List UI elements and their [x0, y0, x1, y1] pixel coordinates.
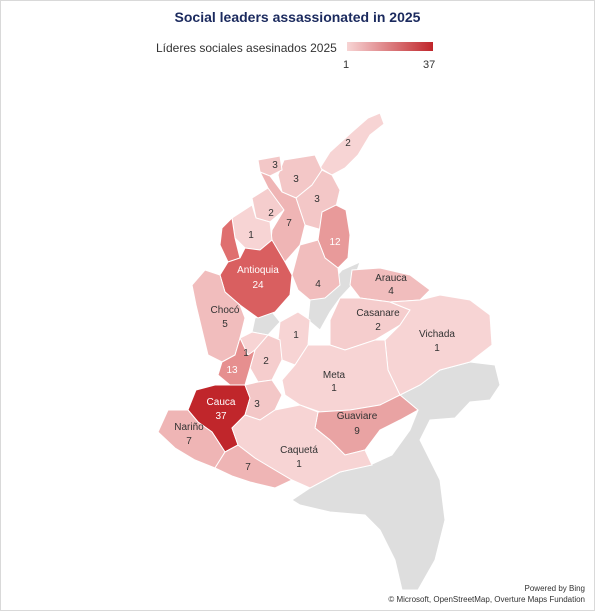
legend-gradient-bar	[347, 42, 433, 51]
legend-label: Líderes sociales asesinados 2025	[156, 41, 337, 55]
department-caqueta[interactable]	[231, 404, 373, 489]
department-atlantico[interactable]	[257, 155, 283, 177]
label-value-vichada: 1	[434, 343, 440, 354]
map-title: Social leaders assassionated in 2025	[174, 9, 421, 25]
departments[interactable]	[157, 112, 493, 489]
map-labels: 2 3 3 3 2 7 1 12 Antioquia 24 4 Arauca 4…	[174, 138, 455, 473]
label-name-cauca: Cauca	[207, 397, 236, 408]
label-value-la-guajira: 2	[345, 138, 351, 149]
label-value-antioquia: 24	[252, 280, 264, 291]
label-value-valle: 13	[226, 365, 238, 376]
legend-max-value: 37	[423, 59, 436, 71]
label-value-cesar: 3	[314, 194, 320, 205]
department-quindio[interactable]	[249, 334, 283, 383]
label-value-cordoba: 1	[248, 230, 254, 241]
label-name-casanare: Casanare	[356, 308, 400, 319]
department-santander[interactable]	[291, 239, 341, 301]
label-value-choco: 5	[222, 319, 228, 330]
label-value-bolivar: 7	[286, 218, 292, 229]
label-name-guaviare: Guaviare	[337, 411, 378, 422]
label-value-guaviare: 9	[354, 426, 360, 437]
label-value-huila: 3	[254, 399, 260, 410]
label-value-arauca: 4	[388, 286, 394, 297]
label-value-santander: 4	[315, 279, 321, 290]
label-value-sucre: 2	[268, 208, 274, 219]
label-name-choco: Chocó	[211, 305, 240, 316]
department-valle[interactable]	[217, 336, 256, 386]
label-value-putumayo: 7	[245, 462, 251, 473]
label-value-atlantico: 3	[272, 160, 278, 171]
label-value-casanare: 2	[375, 322, 381, 333]
label-name-narino: Nariño	[174, 422, 204, 433]
region-grey-southeast	[291, 361, 501, 591]
label-value-norte-santander: 12	[329, 237, 341, 248]
label-name-antioquia: Antioquia	[237, 265, 279, 276]
label-name-arauca: Arauca	[375, 273, 407, 284]
label-value-quindio: 2	[263, 356, 269, 367]
label-value-meta: 1	[331, 383, 337, 394]
map-credits-text[interactable]: © Microsoft, OpenStreetMap, Overture Map…	[388, 595, 585, 604]
label-value-cauca: 37	[215, 411, 227, 422]
label-name-vichada: Vichada	[419, 329, 455, 340]
department-vichada[interactable]	[384, 294, 493, 396]
department-la-guajira[interactable]	[319, 112, 385, 176]
label-value-cundinamarca: 1	[293, 330, 299, 341]
label-value-magdalena: 3	[293, 174, 299, 185]
department-casanare[interactable]	[329, 297, 411, 351]
label-name-caqueta: Caquetá	[280, 445, 318, 456]
label-value-caldas: 1	[243, 348, 249, 359]
powered-by-text: Powered by Bing	[524, 584, 585, 593]
label-value-narino: 7	[186, 436, 192, 447]
legend-min-value: 1	[343, 59, 350, 71]
label-value-caqueta: 1	[296, 459, 302, 470]
label-name-meta: Meta	[323, 370, 346, 381]
